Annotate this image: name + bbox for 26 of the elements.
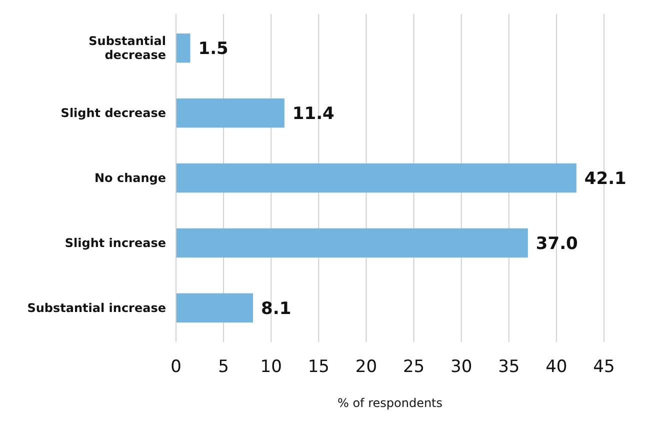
bar — [176, 293, 254, 323]
data-label: 1.5 — [198, 39, 228, 60]
x-tick-label: 10 — [260, 357, 282, 377]
bar — [176, 163, 576, 193]
x-tick-label: 20 — [355, 357, 378, 377]
bar — [176, 98, 284, 128]
x-tick-label: 0 — [170, 357, 182, 377]
x-axis-title: % of respondents — [337, 396, 443, 410]
x-tick-label: 25 — [402, 357, 425, 377]
x-tick-label: 15 — [308, 357, 330, 377]
data-label: 42.1 — [584, 168, 626, 189]
x-tick-label: 5 — [218, 357, 229, 377]
bar — [176, 228, 528, 258]
x-tick-label: 30 — [450, 357, 472, 377]
y-tick-label: Substantial increase — [27, 301, 166, 316]
x-tick-label: 45 — [593, 357, 615, 377]
data-label: 11.4 — [292, 104, 335, 124]
x-tick-label: 40 — [546, 357, 568, 377]
data-label: 37.0 — [536, 234, 578, 254]
y-tick-label: Substantial decrease — [88, 34, 166, 62]
data-label: 8.1 — [261, 298, 292, 319]
bar — [176, 33, 190, 63]
y-tick-label: No change — [94, 171, 166, 186]
x-tick-label: 35 — [498, 357, 520, 377]
y-tick-label: Slight increase — [64, 236, 166, 250]
y-tick-label: Slight decrease — [60, 106, 166, 120]
